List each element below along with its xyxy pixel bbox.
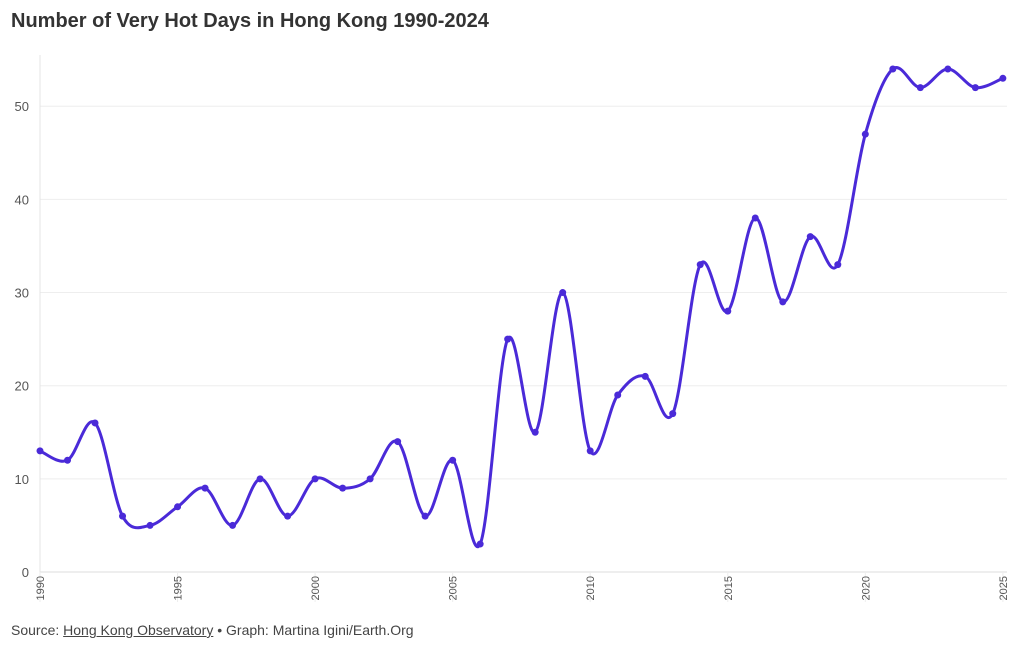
- data-point: [449, 456, 457, 464]
- chart-title: Number of Very Hot Days in Hong Kong 199…: [11, 10, 489, 32]
- data-point: [366, 475, 374, 483]
- y-tick-label: 40: [15, 192, 29, 207]
- x-tick-label: 2000: [310, 576, 322, 600]
- data-point: [889, 65, 897, 73]
- data-point: [641, 372, 649, 380]
- y-tick-label: 0: [22, 565, 29, 580]
- x-tick-label: 2015: [723, 576, 735, 600]
- data-point: [999, 74, 1007, 82]
- data-point: [64, 456, 72, 464]
- y-tick-label: 20: [15, 379, 29, 394]
- data-point: [421, 512, 429, 520]
- data-point: [669, 410, 677, 418]
- data-point: [339, 484, 347, 492]
- data-point: [504, 335, 512, 343]
- data-point: [971, 84, 979, 92]
- data-point: [201, 484, 209, 492]
- x-tick-label: 1995: [173, 576, 185, 600]
- data-point: [284, 512, 292, 520]
- series-line: [39, 66, 1004, 549]
- data-point: [696, 261, 704, 269]
- data-point: [724, 307, 732, 315]
- y-tick-label: 30: [15, 286, 29, 301]
- y-tick-label: 50: [15, 99, 29, 114]
- y-tick-label: 10: [15, 472, 29, 487]
- data-point: [146, 521, 154, 529]
- data-point: [476, 540, 484, 548]
- data-point: [861, 130, 869, 138]
- data-point: [174, 503, 182, 511]
- data-point: [91, 419, 99, 427]
- data-point: [229, 521, 237, 529]
- data-point: [806, 233, 814, 241]
- data-point: [586, 447, 594, 455]
- data-point: [614, 391, 622, 399]
- data-point: [559, 289, 567, 297]
- data-point: [119, 512, 127, 520]
- x-tick-label: 1990: [35, 576, 47, 600]
- data-point: [531, 428, 539, 436]
- source-footer: Source: Hong Kong Observatory • Graph: M…: [11, 622, 414, 638]
- data-point: [256, 475, 264, 483]
- x-tick-label: 2010: [585, 576, 597, 600]
- source-link[interactable]: Hong Kong Observatory: [63, 622, 214, 638]
- data-point: [751, 214, 759, 222]
- data-point: [944, 65, 952, 73]
- data-point: [311, 475, 319, 483]
- x-tick-label: 2025: [998, 576, 1010, 600]
- data-point: [834, 261, 842, 269]
- data-point: [394, 438, 402, 446]
- source-prefix: Source:: [11, 622, 64, 638]
- credit-text: • Graph: Martina Igini/Earth.Org: [213, 622, 414, 638]
- x-tick-label: 2020: [860, 576, 872, 600]
- data-point: [779, 298, 787, 306]
- data-point: [36, 447, 44, 455]
- data-point: [916, 84, 924, 92]
- x-tick-label: 2005: [448, 576, 460, 600]
